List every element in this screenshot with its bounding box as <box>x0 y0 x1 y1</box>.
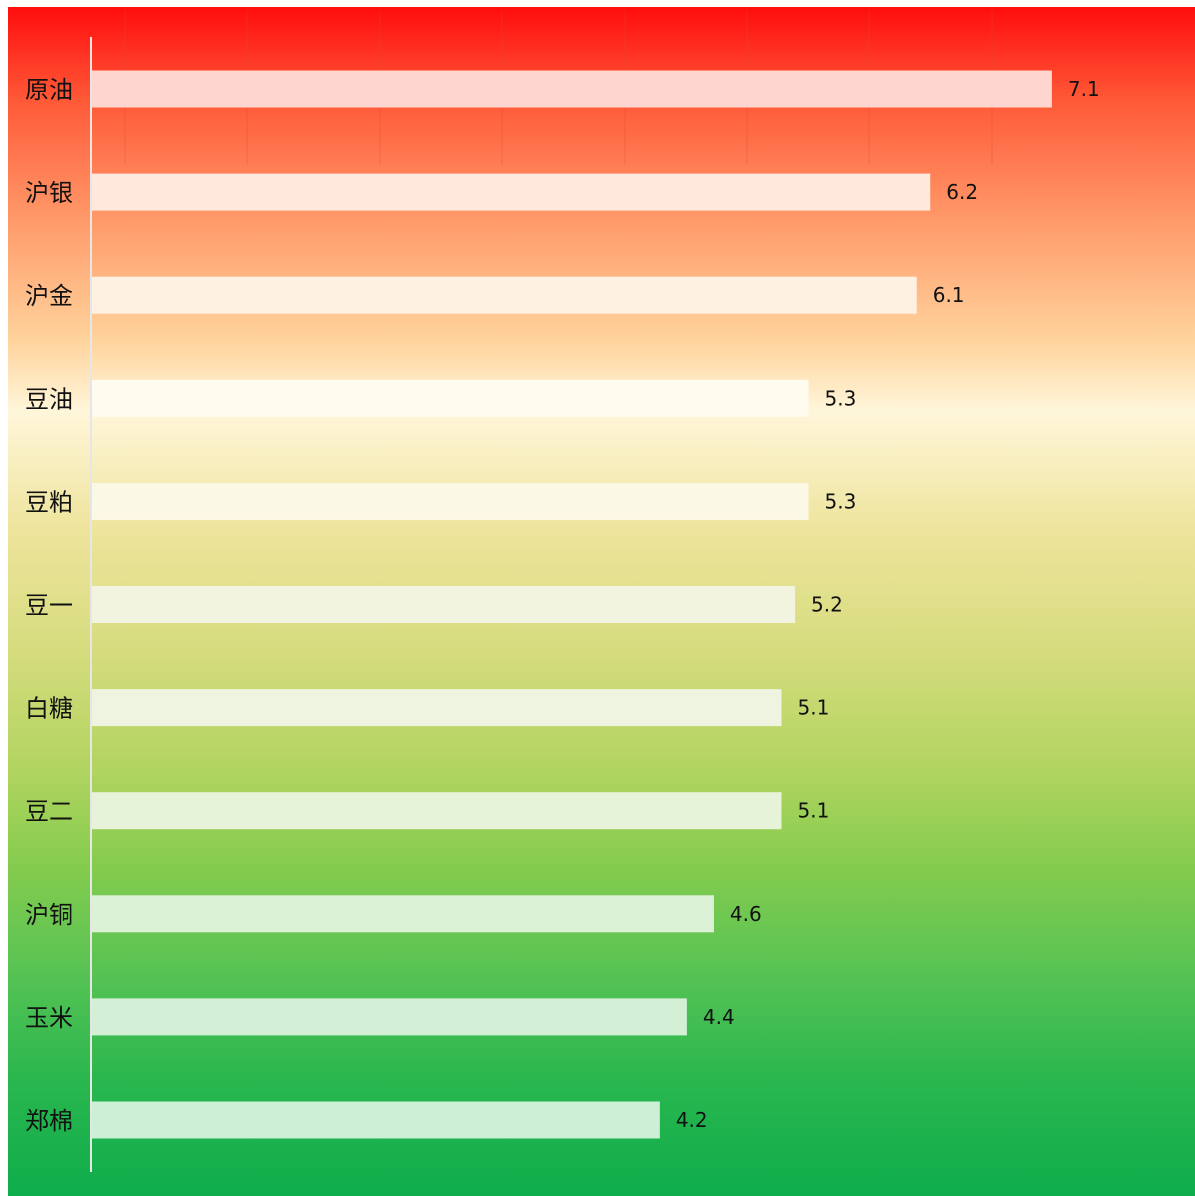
category-label: 玉米 <box>25 1004 73 1032</box>
value-label: 5.3 <box>825 489 857 513</box>
value-label: 6.1 <box>933 283 965 307</box>
category-label: 豆油 <box>25 385 73 413</box>
bar <box>92 792 782 830</box>
value-labels: 7.1 6.2 6.1 5.3 5.3 5.2 5.1 5.1 4.6 4.4 4.2 <box>676 77 1100 1132</box>
bar <box>92 482 809 520</box>
value-label: 4.6 <box>730 902 762 926</box>
bar <box>92 689 782 727</box>
bar <box>92 895 714 933</box>
bar <box>92 998 687 1036</box>
bar <box>92 173 931 211</box>
category-label: 沪铜 <box>25 901 73 929</box>
bar <box>92 379 809 417</box>
value-label: 6.2 <box>946 180 978 204</box>
category-label: 沪银 <box>25 179 73 207</box>
category-label: 郑棉 <box>25 1107 73 1135</box>
value-label: 5.2 <box>811 593 843 617</box>
value-label: 4.4 <box>703 1005 735 1029</box>
category-label: 豆一 <box>25 592 73 620</box>
category-label: 沪金 <box>25 282 73 310</box>
category-label: 原油 <box>25 76 73 104</box>
bar <box>92 586 796 623</box>
value-label: 5.1 <box>798 799 830 823</box>
bar <box>92 1101 660 1139</box>
value-label: 4.2 <box>676 1108 708 1132</box>
category-label: 豆粕 <box>25 488 73 516</box>
bar <box>92 276 917 314</box>
category-label: 豆二 <box>25 798 73 826</box>
value-label: 7.1 <box>1068 77 1100 101</box>
value-label: 5.1 <box>798 696 830 720</box>
bars <box>92 70 1052 1139</box>
bar <box>92 70 1052 108</box>
value-label: 5.3 <box>825 386 857 410</box>
category-label: 白糖 <box>25 695 73 723</box>
